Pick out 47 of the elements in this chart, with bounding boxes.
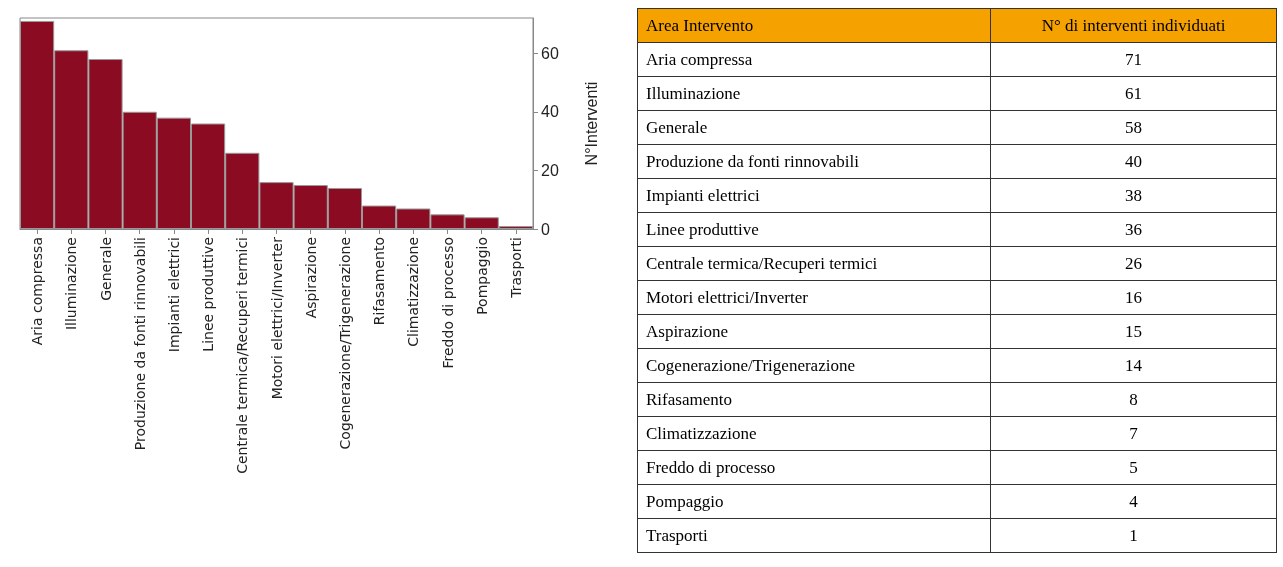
data-label: 38 <box>990 178 1277 213</box>
data-label: 4 <box>990 484 1277 519</box>
category-label: Aria compressa <box>637 42 991 77</box>
category-label: Rifasamento <box>637 382 991 417</box>
x-tick-label: Illuminazione <box>63 237 80 331</box>
data-label: 14 <box>990 348 1277 383</box>
x-tick-label: Aspirazione <box>302 237 319 319</box>
text: Area Intervento <box>637 8 991 43</box>
x-tick-label: Cogenerazione/Trigenerazione <box>336 237 353 450</box>
x-tick-label: Impianti elettrici <box>165 237 182 353</box>
y-axis-title: N°Interventi <box>582 81 600 166</box>
data-label: 15 <box>990 314 1277 349</box>
category-label: Pompaggio <box>637 484 991 519</box>
data-label: 16 <box>990 280 1277 315</box>
category-label: Freddo di processo <box>637 450 991 485</box>
x-tick-label: Motori elettrici/Inverter <box>268 236 285 400</box>
category-label: Generale <box>637 110 991 145</box>
data-label: 36 <box>990 212 1277 247</box>
x-tick-label: Linee produttive <box>200 237 217 352</box>
x-tick-label: Aria compressa <box>29 237 46 346</box>
x-tick-label: Freddo di processo <box>439 237 456 369</box>
category-label: Illuminazione <box>637 76 991 111</box>
y-tick-label: 20 <box>541 161 559 179</box>
x-tick-label: Rifasamento <box>371 237 388 326</box>
data-label: 1 <box>990 518 1277 553</box>
x-tick-label: Climatizzazione <box>405 237 422 347</box>
x-tick-label: Pompaggio <box>473 237 490 315</box>
y-tick-label: 0 <box>541 220 550 238</box>
y-tick-label: 60 <box>541 44 559 62</box>
x-tick-label: Produzione da fonti rinnovabili <box>131 237 148 451</box>
x-tick-label: Generale <box>97 237 114 301</box>
text: N° di interventi individuati <box>990 8 1277 43</box>
data-label: 40 <box>990 144 1277 179</box>
data-label: 58 <box>990 110 1277 145</box>
category-label: Linee produttive <box>637 212 991 247</box>
category-label: Produzione da fonti rinnovabili <box>637 144 991 179</box>
data-label: 61 <box>990 76 1277 111</box>
data-label: 7 <box>990 416 1277 451</box>
data-label: 8 <box>990 382 1277 417</box>
x-tick-label: Centrale termica/Recuperi termici <box>234 237 251 474</box>
data-label: 5 <box>990 450 1277 485</box>
x-tick-label: Trasporti <box>507 237 524 299</box>
y-tick-label: 40 <box>541 103 559 121</box>
category-label: Impianti elettrici <box>637 178 991 213</box>
data-label: 71 <box>990 42 1277 77</box>
category-label: Trasporti <box>637 518 991 553</box>
data-label: 26 <box>990 246 1277 281</box>
